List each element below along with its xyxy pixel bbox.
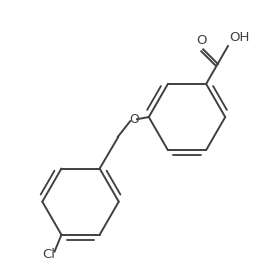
Text: OH: OH [229, 31, 250, 44]
Text: O: O [197, 34, 207, 47]
Text: Cl: Cl [43, 248, 56, 261]
Text: O: O [129, 113, 139, 126]
